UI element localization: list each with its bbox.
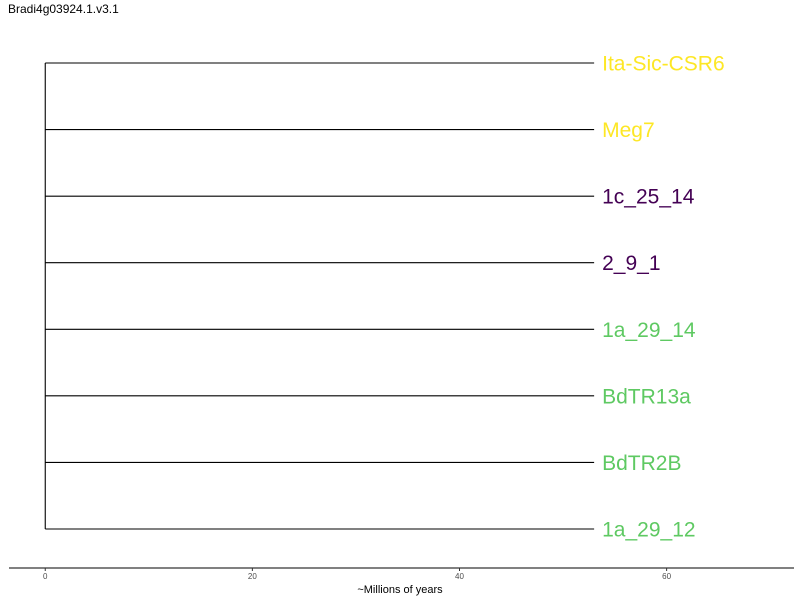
tip-label: 1c_25_14 — [602, 186, 695, 209]
x-tick-label: 20 — [248, 572, 257, 581]
tip-label: Ita-Sic-CSR6 — [602, 53, 725, 76]
chart-title: Bradi4g03924.1.v3.1 — [8, 2, 119, 16]
x-axis-label: ~Millions of years — [357, 584, 443, 596]
tip-label: 2_9_1 — [602, 252, 660, 275]
tip-label: BdTR13a — [602, 385, 691, 408]
tip-label: 1a_29_14 — [602, 319, 696, 342]
x-tick-label: 40 — [455, 572, 464, 581]
tip-label: 1a_29_12 — [602, 519, 695, 542]
x-tick-label: 0 — [43, 572, 48, 581]
tree-branches — [44, 62, 595, 530]
x-axis: 0 20 40 60 — [9, 567, 794, 581]
x-tick-label: 60 — [662, 572, 671, 581]
tip-label: Meg7 — [602, 119, 655, 142]
tip-labels: Ita-Sic-CSR6 Meg7 1c_25_14 2_9_1 1a_29_14 BdT… — [602, 53, 725, 542]
tip-label: BdTR2B — [602, 452, 681, 475]
